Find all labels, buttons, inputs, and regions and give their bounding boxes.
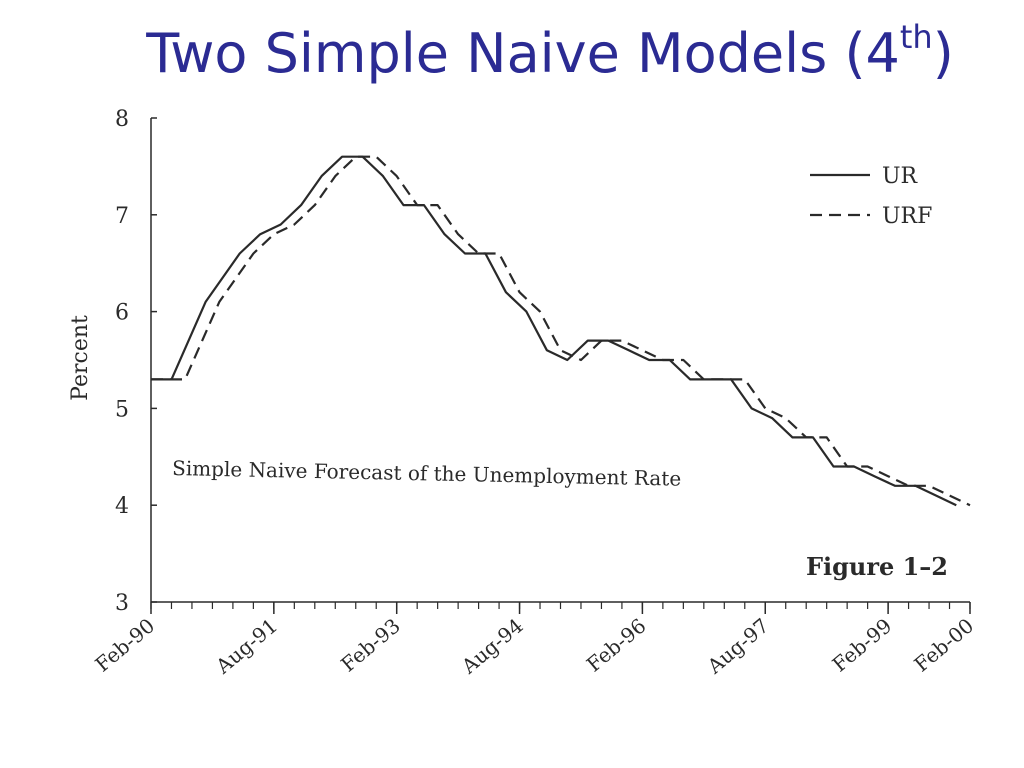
- series-line-urf: [151, 155, 971, 507]
- slide-title-text: Two Simple Naive Models (4: [146, 22, 900, 85]
- slide-title: Two Simple Naive Models (4th): [0, 21, 1024, 85]
- y-tick-label: 4: [115, 494, 129, 519]
- y-axis-label: Percent: [68, 315, 93, 401]
- x-tick-label: Aug-91: [210, 613, 282, 679]
- figure-label: Figure 1–2: [806, 552, 948, 581]
- legend-label-urf: URF: [882, 204, 932, 229]
- legend-label-ur: UR: [882, 164, 919, 189]
- x-tick-label: Feb-00: [909, 613, 978, 676]
- chart-annotation: Simple Naive Forecast of the Unemploymen…: [172, 456, 682, 491]
- chart-series: [151, 155, 971, 507]
- slide-title-superscript: th: [899, 18, 933, 56]
- slide-title-close: ): [932, 22, 954, 85]
- y-tick-label: 3: [115, 591, 129, 616]
- y-tick-label: 5: [115, 397, 129, 422]
- y-tick-label: 7: [115, 204, 129, 229]
- y-tick-label: 6: [115, 301, 129, 326]
- chart-axes: 3 4 5 6 7 8 Feb-90 Aug-91 Feb-93 Aug-94 Feb-96 Aug-…: [90, 107, 978, 679]
- series-line-ur: [151, 155, 957, 507]
- x-tick-label: Feb-99: [828, 613, 897, 676]
- chart-legend: UR URF: [810, 164, 932, 229]
- y-tick-label: 8: [115, 107, 129, 132]
- x-tick-label: Feb-90: [90, 613, 159, 676]
- x-tick-label: Feb-96: [582, 613, 651, 676]
- x-tick-label: Aug-94: [456, 613, 528, 679]
- x-tick-label: Aug-97: [702, 613, 774, 679]
- x-tick-label: Feb-93: [336, 613, 405, 676]
